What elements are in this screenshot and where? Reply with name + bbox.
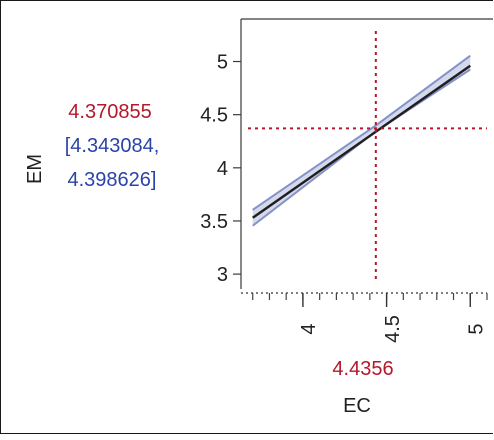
fit-line-layer	[252, 64, 471, 219]
y-axis: 3 3.5 4 4.5 5	[200, 52, 241, 286]
confidence-band-upper	[252, 54, 471, 211]
y-tick-label: 3	[217, 264, 228, 286]
x-readout-value: 4.4356	[332, 358, 393, 380]
y-tick-label: 4	[217, 158, 228, 180]
y-readout-ci-lower: [4.343084,	[65, 135, 160, 157]
crosshair-layer[interactable]	[248, 31, 487, 279]
x-tick-label: 4.5	[382, 315, 404, 343]
y-tick-label: 3.5	[200, 211, 228, 233]
y-readout-ci-upper: 4.398626]	[68, 169, 157, 191]
y-readout-value: 4.370855	[68, 101, 151, 123]
y-axis-label: EM	[24, 154, 46, 184]
x-tick-label: 4	[298, 323, 320, 334]
x-tick-label: 5	[466, 323, 488, 334]
y-tick-label: 4.5	[200, 105, 228, 127]
x-axis: 4 4.5 5	[241, 292, 488, 343]
y-tick-label: 5	[217, 52, 228, 74]
confidence-band-lower	[252, 68, 471, 227]
fit-line-0	[252, 64, 471, 219]
plot-frame	[240, 18, 493, 289]
x-axis-label: EC	[343, 395, 371, 417]
